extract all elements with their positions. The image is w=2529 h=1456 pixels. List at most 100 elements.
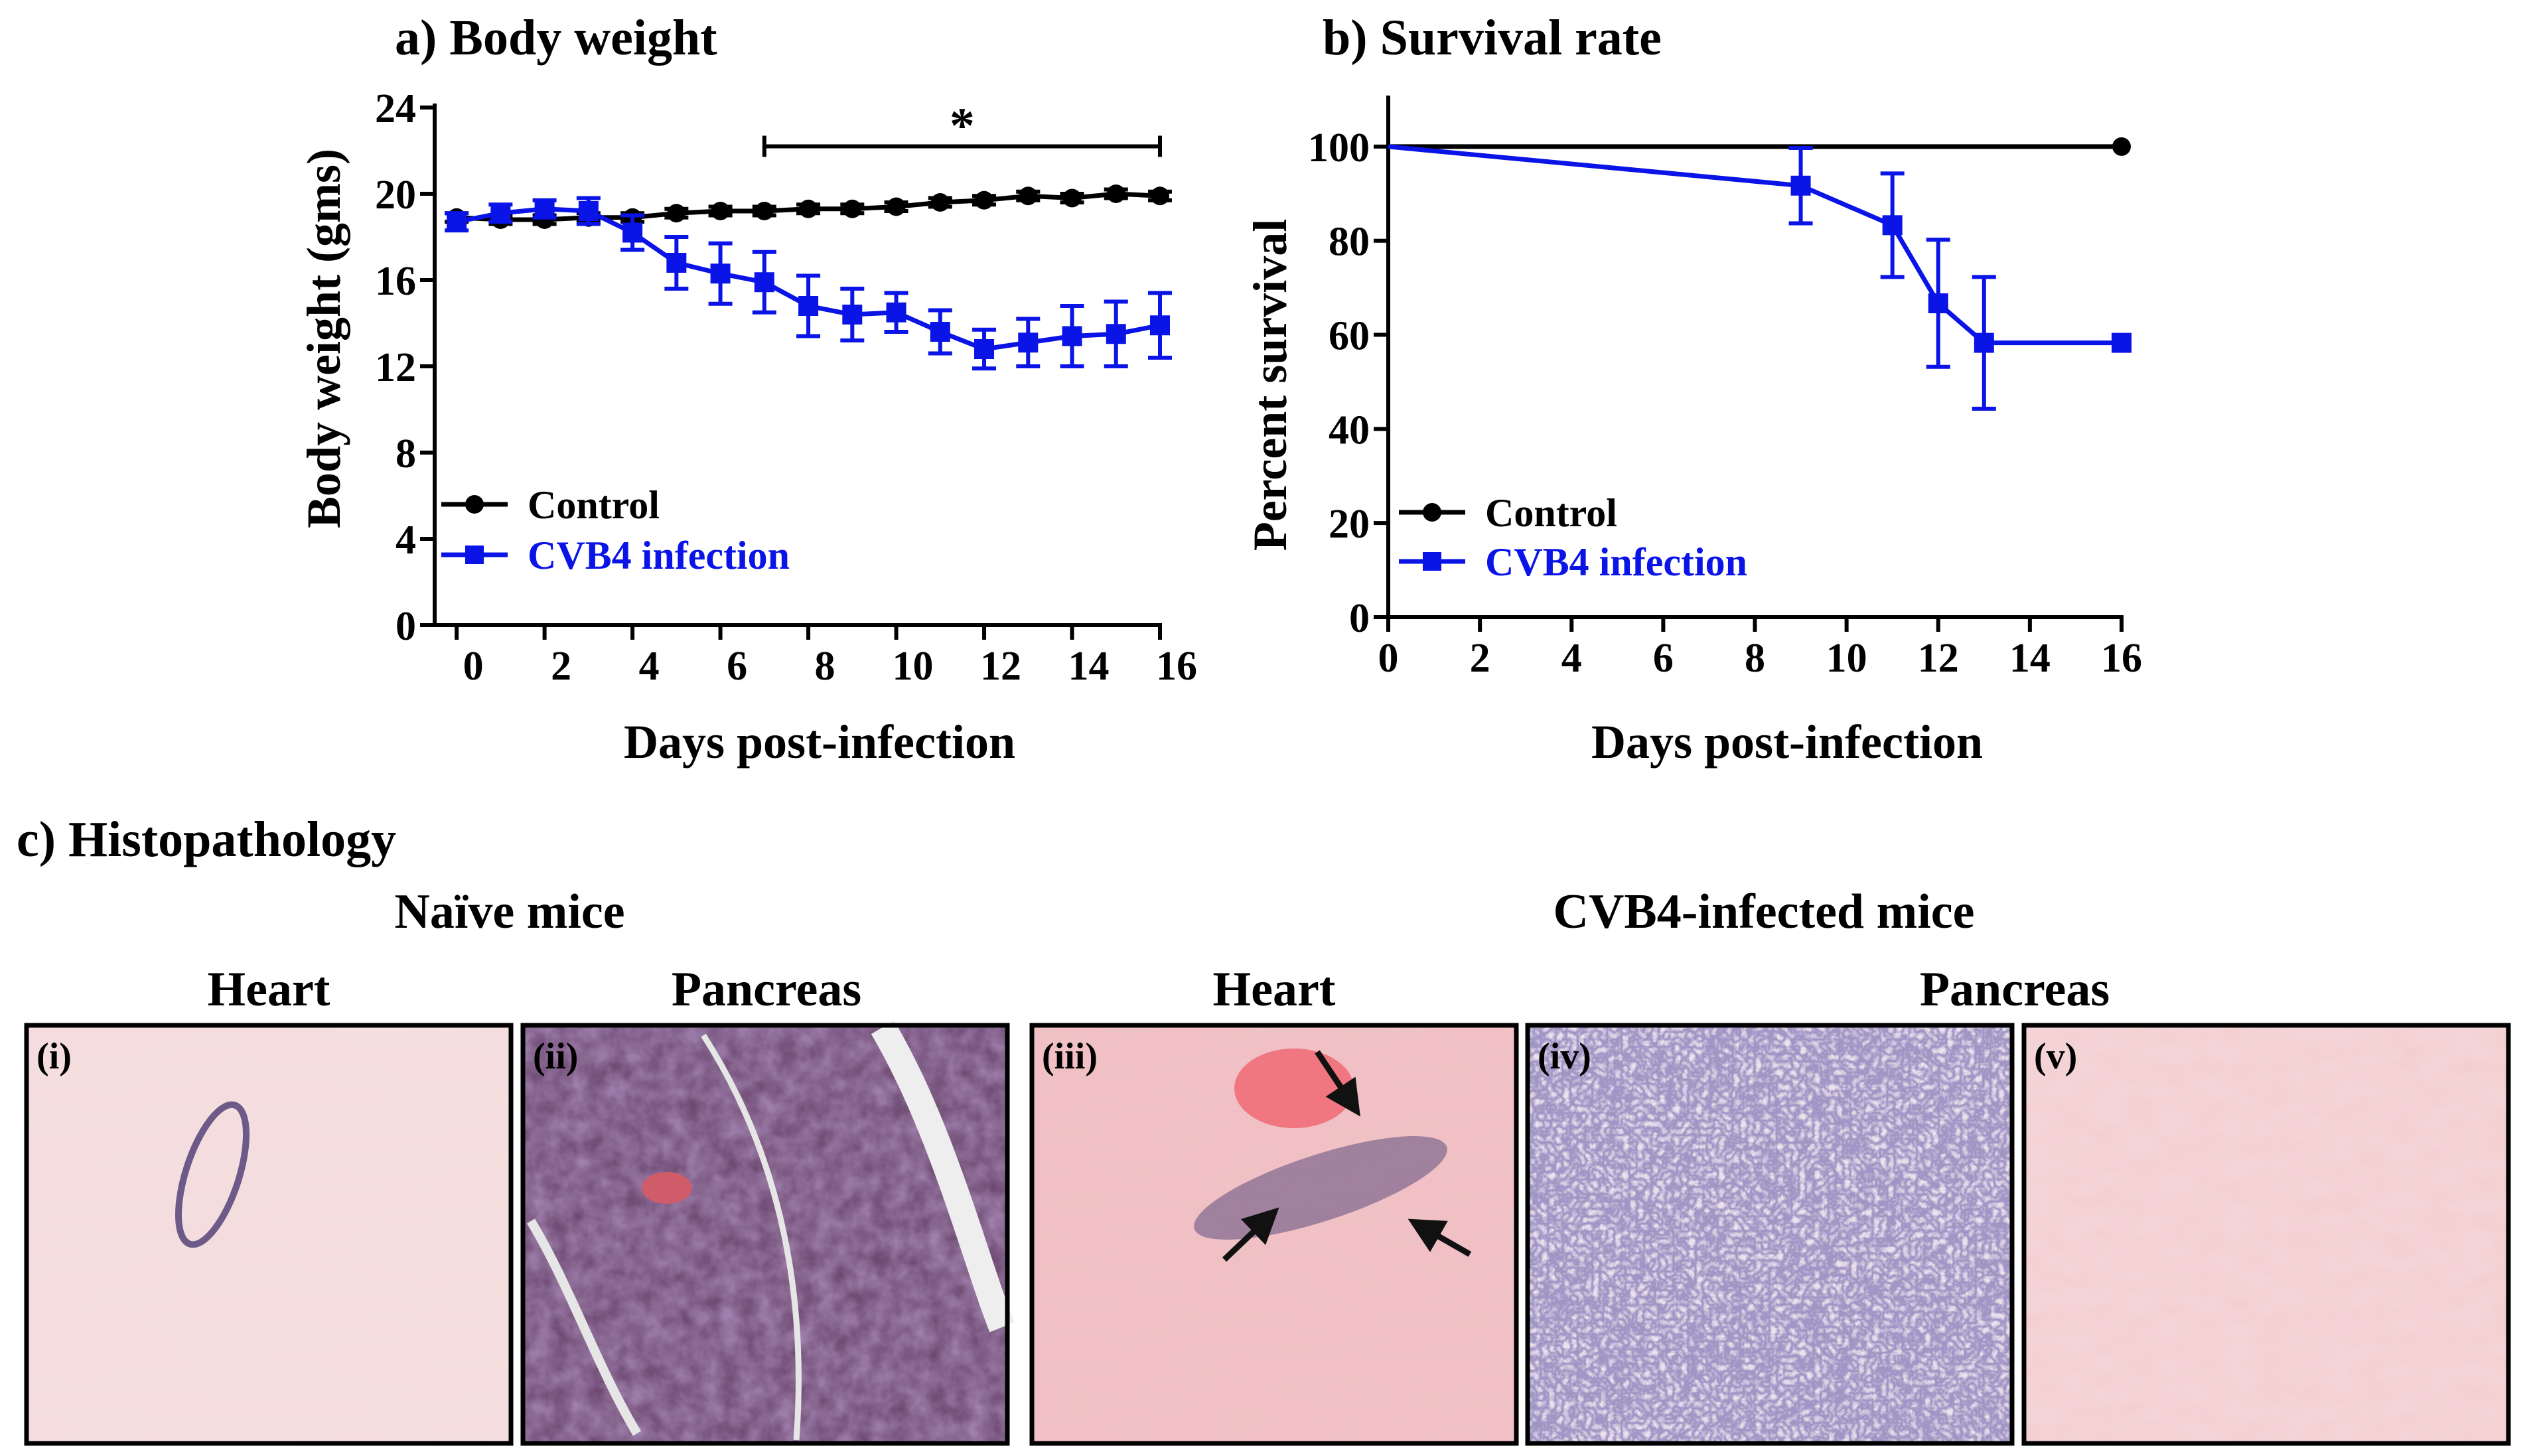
data-point	[930, 322, 950, 342]
x-tick-label: 12	[1918, 636, 1959, 681]
data-point	[974, 339, 995, 359]
legend-cvb4-label: CVB4 infection	[528, 534, 790, 577]
legend-cvb4-marker	[465, 546, 484, 564]
x-tick-label: 8	[815, 644, 835, 689]
arrow-icon	[1222, 1207, 1279, 1262]
arrow-icon	[1315, 1050, 1360, 1117]
legend-cvb4-marker	[1423, 552, 1441, 571]
chart-a-legend: Control CVB4 infection	[441, 483, 790, 577]
organ-heart-naive: Heart	[208, 962, 330, 1017]
micrograph-label-iii: (iii)	[1042, 1036, 1098, 1077]
data-point	[447, 212, 467, 232]
legend-control-marker	[465, 495, 484, 514]
micrograph-iv: (iv)	[1525, 1023, 2015, 1446]
data-point	[711, 202, 730, 220]
organ-pancreas-infected: Pancreas	[1920, 962, 2110, 1017]
series-line	[1388, 144, 2122, 346]
data-point	[667, 204, 686, 223]
data-point	[1062, 188, 1082, 208]
x-tick-label: 16	[2101, 636, 2142, 681]
chart-b-xlabel: Days post-infection	[1591, 715, 1983, 768]
histopathology-section: c) Histopathology Naïve mice CVB4-infect…	[17, 812, 2511, 1446]
data-point	[2112, 137, 2131, 156]
data-point	[754, 272, 774, 293]
data-point	[578, 201, 599, 221]
y-tick-label: 80	[1329, 220, 1370, 265]
data-point	[886, 302, 906, 323]
y-tick-label: 40	[1329, 407, 1370, 453]
x-tick-label: 8	[1745, 636, 1765, 681]
y-tick-label: 4	[396, 518, 416, 563]
survival-rate-chart: b) Survival rate Percent survival Days p…	[1244, 10, 2142, 768]
y-tick-label: 100	[1308, 125, 1370, 171]
micrograph-i: (i)	[24, 1023, 514, 1446]
x-tick-label: 16	[1156, 644, 1197, 689]
data-point	[622, 222, 643, 243]
data-point	[930, 193, 950, 212]
data-point	[843, 199, 862, 218]
micrograph-label-ii: (ii)	[533, 1036, 578, 1077]
y-tick-label: 20	[1329, 502, 1370, 547]
legend-control-marker	[1423, 503, 1441, 522]
data-point	[798, 296, 819, 316]
y-tick-label: 8	[396, 431, 416, 476]
x-tick-label: 4	[639, 644, 660, 689]
y-tick-label: 12	[375, 345, 416, 390]
series-cvb4-infection	[1388, 144, 2132, 411]
chart-a-ylabel: Body weight (gms)	[297, 149, 350, 528]
group-naive-label: Naïve mice	[394, 885, 624, 939]
data-point	[1882, 215, 1903, 236]
significance-label: *	[950, 98, 975, 154]
micrograph-ii: (ii)	[520, 1020, 1015, 1446]
data-point	[1974, 332, 1994, 353]
x-tick-label: 12	[980, 644, 1021, 689]
data-point	[755, 202, 774, 220]
x-tick-label: 10	[893, 644, 934, 689]
y-tick-label: 60	[1329, 314, 1370, 359]
legend-control-label: Control	[1485, 491, 1617, 535]
x-tick-label: 0	[463, 644, 484, 689]
chart-b-legend: Control CVB4 infection	[1399, 491, 1747, 584]
arrow-icon	[1408, 1218, 1472, 1257]
x-tick-label: 6	[727, 644, 747, 689]
data-point	[534, 198, 555, 219]
y-tick-label: 16	[375, 259, 416, 304]
chart-a-xlabel: Days post-infection	[624, 715, 1015, 768]
data-point	[1018, 332, 1039, 353]
y-tick-label: 24	[375, 86, 416, 131]
y-tick-label: 0	[396, 604, 416, 649]
organ-heart-infected: Heart	[1213, 962, 1336, 1017]
x-tick-label: 14	[1068, 644, 1110, 689]
data-point	[1151, 186, 1169, 206]
micrograph-label-i: (i)	[36, 1036, 72, 1077]
data-point	[1150, 315, 1170, 336]
x-tick-label: 6	[1653, 636, 1674, 681]
data-point	[1928, 293, 1948, 314]
data-point	[1106, 184, 1125, 203]
micrograph-v: (v)	[2021, 1023, 2511, 1446]
data-point	[887, 197, 906, 216]
data-point	[2112, 332, 2132, 353]
x-tick-label: 4	[1561, 636, 1582, 681]
data-point	[1790, 175, 1811, 196]
x-tick-label: 0	[1378, 636, 1399, 681]
data-point	[1106, 324, 1126, 344]
series-cvb4-infection	[445, 196, 1172, 371]
y-tick-label: 0	[1349, 596, 1370, 641]
data-point	[666, 253, 687, 273]
micrograph-iii: (iii)	[1029, 1023, 1519, 1446]
data-point	[975, 190, 994, 210]
group-infected-label: CVB4-infected mice	[1554, 885, 1975, 939]
data-point	[710, 263, 731, 284]
chart-b-title: b) Survival rate	[1323, 10, 1662, 66]
x-tick-label: 10	[1826, 636, 1867, 681]
data-point	[799, 199, 818, 218]
chart-a-title: a) Body weight	[395, 10, 717, 66]
x-tick-label: 2	[1470, 636, 1490, 681]
data-point	[1019, 186, 1038, 206]
series-control	[1388, 137, 2131, 156]
micrograph-label-v: (v)	[2034, 1036, 2077, 1077]
legend-control-label: Control	[528, 483, 660, 527]
legend-cvb4-label: CVB4 infection	[1485, 540, 1747, 584]
